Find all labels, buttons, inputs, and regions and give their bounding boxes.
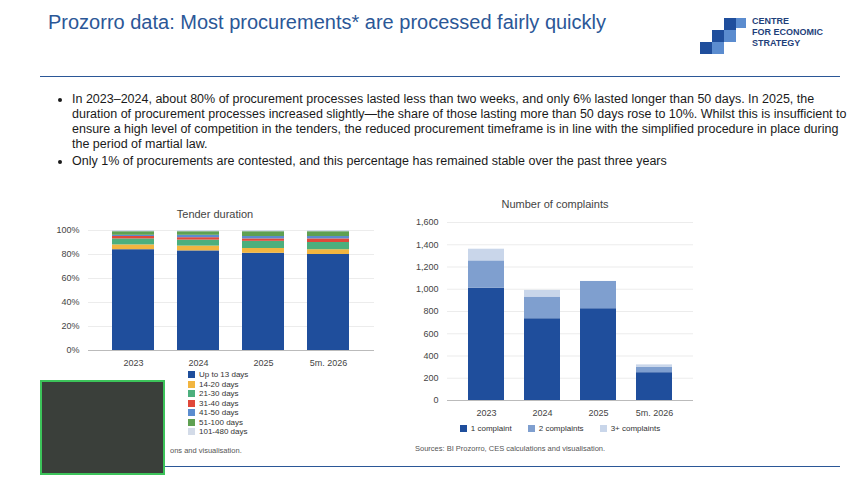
svg-text:2024: 2024: [532, 408, 552, 418]
svg-text:5m. 2026: 5m. 2026: [310, 358, 348, 368]
svg-text:400: 400: [423, 351, 438, 361]
html-text:STRATEGY: STRATEGY: [752, 38, 801, 48]
svg-text:2023: 2023: [123, 358, 143, 368]
html-text:Only 1% of procurements are co: Only 1% of procurements are contested, a…: [72, 154, 667, 168]
html-text:41-50 days: 41-50 days: [199, 408, 239, 417]
svg-text:60%: 60%: [61, 273, 79, 283]
svg-text:5m. 2026: 5m. 2026: [636, 408, 674, 418]
svg-text:1,600: 1,600: [416, 217, 439, 227]
html-text:Prozorro data: Most procuremen: Prozorro data: Most procurements* are pr…: [48, 11, 606, 33]
svg-text:40%: 40%: [61, 297, 79, 307]
html-text:14-20 days: 14-20 days: [199, 379, 239, 389]
html-text:51-100 days: 51-100 days: [199, 417, 243, 427]
svg-text:0%: 0%: [66, 345, 79, 355]
html-text:101-480 days: 101-480 days: [199, 427, 248, 436]
svg-text:800: 800: [423, 306, 438, 316]
html-text:In 2023–2024, about 80% of pro: In 2023–2024, about 80% of procurement p…: [72, 92, 847, 151]
html-text:31-40 days: 31-40 days: [199, 398, 239, 408]
html-text:CENTRE: CENTRE: [752, 16, 789, 26]
svg-text:600: 600: [423, 329, 438, 339]
svg-text:0: 0: [433, 395, 438, 405]
svg-text:200: 200: [423, 373, 438, 383]
html-text:Sources: BI Prozorro, CES calc: Sources: BI Prozorro, CES calculations a…: [415, 444, 606, 453]
svg-text:2024: 2024: [188, 358, 208, 368]
svg-text:20%: 20%: [61, 321, 79, 331]
svg-text:1,200: 1,200: [416, 262, 439, 272]
html-text:2 complaints: 2 complaints: [538, 424, 584, 433]
html-text:3+ complaints: 3+ complaints: [610, 424, 661, 433]
html-text:FOR ECONOMIC: FOR ECONOMIC: [752, 27, 823, 37]
svg-text:100%: 100%: [56, 225, 79, 235]
svg-text:2025: 2025: [253, 358, 273, 368]
html-text:Tender duration: Tender duration: [176, 208, 254, 220]
html-text:ons and visualisation.: ons and visualisation.: [170, 446, 242, 455]
html-text:21-30 days: 21-30 days: [199, 389, 239, 398]
html-text:1 complaint: 1 complaint: [470, 424, 512, 433]
svg-text:2023: 2023: [476, 408, 496, 418]
svg-text:80%: 80%: [61, 249, 79, 259]
svg-text:1,000: 1,000: [416, 284, 439, 294]
svg-text:2025: 2025: [588, 408, 608, 418]
svg-text:1,400: 1,400: [416, 240, 439, 250]
html-text:Up to 13 days: Up to 13 days: [199, 370, 249, 379]
html-text:Number of complaints: Number of complaints: [501, 198, 609, 210]
